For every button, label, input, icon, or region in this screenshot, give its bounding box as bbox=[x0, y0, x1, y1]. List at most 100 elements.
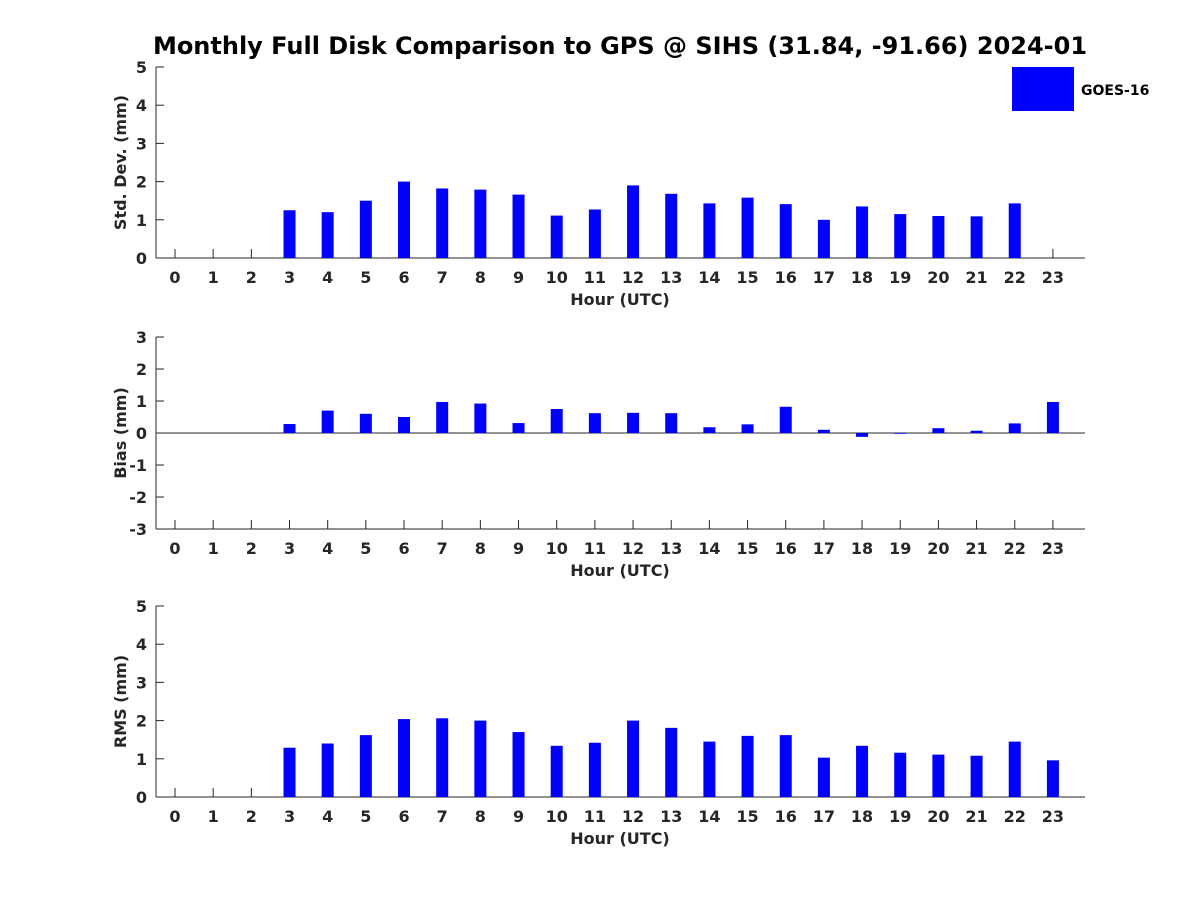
bar bbox=[894, 433, 907, 434]
y-tick-label: 3 bbox=[136, 673, 147, 692]
x-tick-label: 22 bbox=[1004, 268, 1026, 287]
x-tick-label: 12 bbox=[622, 268, 644, 287]
x-tick-label: 19 bbox=[889, 807, 911, 826]
x-axis-label: Hour (UTC) bbox=[570, 561, 670, 580]
y-tick-label: 0 bbox=[136, 249, 147, 268]
x-tick-label: 7 bbox=[437, 807, 448, 826]
bar bbox=[817, 219, 830, 258]
bar bbox=[703, 741, 716, 797]
x-tick-label: 21 bbox=[965, 268, 987, 287]
bar bbox=[817, 757, 830, 797]
bar bbox=[856, 745, 869, 797]
bar bbox=[359, 735, 372, 797]
bar bbox=[359, 200, 372, 258]
bar bbox=[779, 406, 792, 433]
bar bbox=[856, 433, 869, 437]
bar bbox=[550, 215, 563, 258]
bar bbox=[588, 413, 601, 433]
bar bbox=[665, 413, 678, 433]
bar bbox=[588, 742, 601, 797]
bar bbox=[970, 755, 983, 797]
bar bbox=[741, 735, 754, 797]
bar bbox=[703, 427, 716, 433]
y-tick-label: 5 bbox=[136, 58, 147, 77]
y-tick-label: -2 bbox=[129, 488, 147, 507]
x-tick-label: 22 bbox=[1004, 807, 1026, 826]
x-tick-label: 12 bbox=[622, 539, 644, 558]
legend: GOES-16 bbox=[1012, 67, 1149, 111]
bar bbox=[894, 752, 907, 797]
x-tick-label: 9 bbox=[513, 539, 524, 558]
x-tick-label: 21 bbox=[965, 539, 987, 558]
bar bbox=[627, 412, 640, 433]
x-tick-label: 14 bbox=[698, 268, 720, 287]
x-tick-label: 17 bbox=[813, 539, 835, 558]
bar bbox=[970, 216, 983, 258]
bar bbox=[932, 215, 945, 258]
bar bbox=[741, 424, 754, 433]
bar bbox=[512, 423, 525, 433]
x-tick-label: 22 bbox=[1004, 539, 1026, 558]
bar bbox=[321, 410, 334, 433]
x-tick-label: 18 bbox=[851, 807, 873, 826]
bar bbox=[283, 424, 296, 433]
bar bbox=[1046, 401, 1059, 433]
bar bbox=[779, 735, 792, 797]
x-tick-label: 1 bbox=[208, 539, 219, 558]
x-tick-label: 13 bbox=[660, 807, 682, 826]
bar bbox=[283, 747, 296, 797]
x-tick-label: 3 bbox=[284, 539, 295, 558]
x-tick-label: 4 bbox=[322, 807, 333, 826]
bar bbox=[436, 188, 449, 258]
x-tick-label: 15 bbox=[736, 807, 758, 826]
bar bbox=[321, 212, 334, 258]
x-tick-label: 8 bbox=[475, 268, 486, 287]
x-tick-label: 14 bbox=[698, 539, 720, 558]
y-tick-label: 3 bbox=[136, 328, 147, 347]
bar bbox=[474, 189, 487, 258]
y-axis-label: RMS (mm) bbox=[111, 655, 130, 748]
bar bbox=[779, 204, 792, 258]
y-tick-label: 3 bbox=[136, 134, 147, 153]
bar bbox=[359, 413, 372, 433]
x-tick-label: 11 bbox=[584, 539, 606, 558]
x-tick-label: 7 bbox=[437, 539, 448, 558]
bar bbox=[665, 193, 678, 258]
x-tick-label: 3 bbox=[284, 807, 295, 826]
x-tick-label: 8 bbox=[475, 807, 486, 826]
bar bbox=[856, 206, 869, 258]
bar bbox=[321, 743, 334, 797]
x-tick-label: 16 bbox=[775, 539, 797, 558]
x-tick-label: 15 bbox=[736, 268, 758, 287]
bar bbox=[1046, 760, 1059, 797]
x-tick-label: 16 bbox=[775, 807, 797, 826]
bar bbox=[627, 720, 640, 797]
x-tick-label: 18 bbox=[851, 539, 873, 558]
y-tick-label: 2 bbox=[136, 360, 147, 379]
x-tick-label: 2 bbox=[246, 268, 257, 287]
legend-label: GOES-16 bbox=[1081, 83, 1149, 99]
x-tick-label: 12 bbox=[622, 807, 644, 826]
x-tick-label: 9 bbox=[513, 807, 524, 826]
y-tick-label: 4 bbox=[136, 635, 147, 654]
bar bbox=[703, 203, 716, 258]
x-tick-label: 20 bbox=[927, 807, 949, 826]
x-tick-label: 0 bbox=[169, 268, 180, 287]
x-tick-label: 6 bbox=[398, 807, 409, 826]
x-tick-label: 11 bbox=[584, 807, 606, 826]
x-tick-label: 2 bbox=[246, 539, 257, 558]
y-tick-label: 2 bbox=[136, 712, 147, 731]
x-tick-label: 0 bbox=[169, 539, 180, 558]
x-tick-label: 2 bbox=[246, 807, 257, 826]
y-tick-label: 1 bbox=[136, 392, 147, 411]
x-tick-label: 10 bbox=[546, 268, 568, 287]
x-tick-label: 7 bbox=[437, 268, 448, 287]
x-tick-label: 1 bbox=[208, 807, 219, 826]
y-tick-label: -3 bbox=[129, 520, 147, 539]
x-axis-label: Hour (UTC) bbox=[570, 829, 670, 848]
x-tick-label: 19 bbox=[889, 539, 911, 558]
x-tick-label: 13 bbox=[660, 539, 682, 558]
bar bbox=[436, 718, 449, 797]
bar bbox=[283, 210, 296, 258]
